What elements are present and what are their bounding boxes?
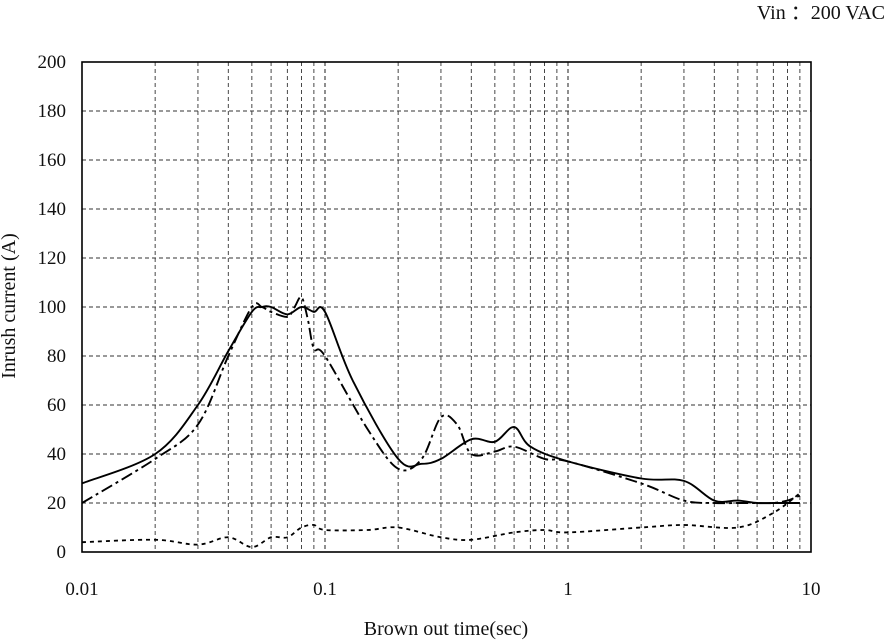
x-axis-title: Brown out time(sec) bbox=[364, 618, 528, 640]
y-tick-label: 140 bbox=[38, 199, 67, 220]
y-tick-label: 120 bbox=[38, 248, 67, 269]
x-tick-label: 0.1 bbox=[313, 579, 337, 600]
series-line-dotted bbox=[81, 492, 801, 548]
x-tick-label: 0.01 bbox=[65, 579, 98, 600]
y-tick-label: 100 bbox=[38, 297, 67, 318]
y-tick-label: 160 bbox=[38, 150, 67, 171]
vin-annotation: Vin ：200 VAC bbox=[757, 2, 885, 24]
series-line-dashdot bbox=[81, 295, 801, 505]
y-tick-labels: 0 20 40 60 80 100 120 140 160 180 200 bbox=[38, 52, 67, 563]
y-tick-label: 20 bbox=[47, 493, 66, 514]
y-axis-title: Inrush current (A) bbox=[0, 233, 20, 379]
y-tick-label: 60 bbox=[47, 395, 66, 416]
series-group bbox=[81, 295, 801, 548]
y-tick-label: 0 bbox=[57, 542, 67, 563]
x-tick-label: 1 bbox=[563, 579, 573, 600]
y-tick-label: 180 bbox=[38, 101, 67, 122]
y-tick-label: 80 bbox=[47, 346, 66, 367]
series-line-solid bbox=[81, 305, 800, 505]
y-tick-label: 200 bbox=[38, 52, 67, 73]
x-tick-label: 10 bbox=[802, 579, 821, 600]
plot-frame bbox=[81, 61, 812, 553]
y-tick-label: 40 bbox=[47, 444, 66, 465]
grid bbox=[82, 62, 811, 552]
x-tick-labels: 0.01 0.1 1 10 bbox=[65, 579, 820, 600]
